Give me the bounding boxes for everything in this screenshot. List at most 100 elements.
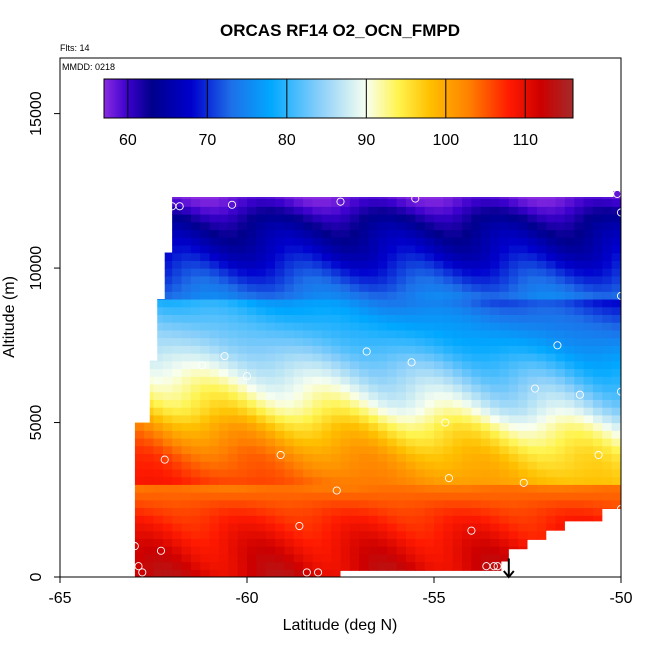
heatmap-cell xyxy=(592,507,603,516)
heatmap-cell xyxy=(200,360,211,370)
heatmap-cell xyxy=(415,229,426,238)
heatmap-cell xyxy=(396,275,407,285)
heatmap-cell xyxy=(303,221,314,231)
heatmap-cell xyxy=(405,561,416,570)
heatmap-cell xyxy=(349,553,360,563)
heatmap-cell xyxy=(256,345,267,354)
heatmap-cell xyxy=(237,453,248,462)
heatmap-cell xyxy=(321,453,332,462)
heatmap-cell xyxy=(218,499,229,509)
heatmap-cell xyxy=(331,221,342,231)
heatmap-cell xyxy=(153,437,164,447)
heatmap-cell xyxy=(134,314,145,323)
heatmap-cell xyxy=(181,268,192,277)
heatmap-cell xyxy=(181,445,192,455)
heatmap-cell xyxy=(293,507,304,516)
heatmap-cell xyxy=(555,553,566,563)
heatmap-cell xyxy=(564,522,575,532)
heatmap-cell xyxy=(153,383,164,393)
heatmap-cell xyxy=(564,345,575,354)
heatmap-cell xyxy=(237,407,248,416)
heatmap-cell xyxy=(387,214,398,223)
heatmap-cell xyxy=(321,553,332,563)
heatmap-cell xyxy=(181,422,192,431)
heatmap-cell xyxy=(209,314,220,323)
heatmap-cell xyxy=(209,538,220,547)
heatmap-cell xyxy=(209,468,220,478)
heatmap-cell xyxy=(368,298,379,308)
heatmap-cell xyxy=(518,499,529,509)
heatmap-cell xyxy=(602,376,613,385)
heatmap-cell xyxy=(462,546,472,555)
heatmap-cell xyxy=(303,268,314,277)
heatmap-cell xyxy=(424,376,435,385)
heatmap-cell xyxy=(312,546,323,555)
heatmap-cell xyxy=(396,430,407,439)
heatmap-cell xyxy=(275,275,285,285)
heatmap-cell xyxy=(190,314,201,323)
heatmap-cell xyxy=(368,376,379,385)
heatmap-cell xyxy=(443,214,454,223)
heatmap-cell xyxy=(387,407,398,416)
heatmap-cell xyxy=(340,499,351,509)
heatmap-cell xyxy=(209,407,220,416)
heatmap-cell xyxy=(331,561,342,570)
heatmap-cell xyxy=(284,453,295,462)
heatmap-cell xyxy=(190,430,201,439)
heatmap-cell xyxy=(592,353,603,362)
heatmap-cell xyxy=(247,221,257,231)
heatmap-cell xyxy=(387,376,398,385)
heatmap-cell xyxy=(359,383,370,393)
heatmap-cell xyxy=(284,237,295,246)
heatmap-cell xyxy=(377,252,388,261)
heatmap-cell xyxy=(490,329,501,339)
heatmap-cell xyxy=(611,492,621,501)
heatmap-cell xyxy=(536,399,547,408)
heatmap-cell xyxy=(471,314,482,323)
heatmap-cell xyxy=(303,546,314,555)
heatmap-cell xyxy=(162,298,173,308)
heatmap-cell xyxy=(377,298,388,308)
heatmap-cell xyxy=(415,414,426,424)
heatmap-cell xyxy=(134,268,145,277)
heatmap-cell xyxy=(508,283,519,292)
y-axis-label: Altitude (m) xyxy=(1,276,18,358)
heatmap-cell xyxy=(602,468,613,478)
heatmap-cell xyxy=(144,414,155,424)
heatmap-cell xyxy=(284,530,295,539)
heatmap-cell xyxy=(331,484,342,493)
heatmap-cell xyxy=(181,329,192,339)
heatmap-cell xyxy=(275,561,285,570)
heatmap-cell xyxy=(144,229,155,238)
heatmap-cell xyxy=(200,298,211,308)
heatmap-cell xyxy=(592,229,603,238)
heatmap-cell xyxy=(527,345,538,354)
heatmap-cell xyxy=(452,461,463,470)
heatmap-cell xyxy=(592,561,603,570)
heatmap-cell xyxy=(228,322,239,331)
heatmap-cell xyxy=(452,515,463,524)
heatmap-cell xyxy=(555,407,566,416)
heatmap-cell xyxy=(377,283,388,292)
heatmap-cell xyxy=(377,337,388,346)
heatmap-cell xyxy=(331,422,342,431)
heatmap-cell xyxy=(592,468,603,478)
heatmap-cell xyxy=(499,507,510,516)
heatmap-cell xyxy=(172,422,183,431)
heatmap-cell xyxy=(405,291,416,300)
heatmap-cell xyxy=(415,453,426,462)
heatmap-cell xyxy=(256,561,267,570)
heatmap-cell xyxy=(583,499,594,509)
heatmap-cell xyxy=(405,353,416,362)
heatmap-cell xyxy=(340,546,351,555)
heatmap-cell xyxy=(564,376,575,385)
heatmap-cell xyxy=(555,268,566,277)
heatmap-cell xyxy=(144,221,155,231)
heatmap-cell xyxy=(321,291,332,300)
heatmap-cell xyxy=(424,337,435,346)
heatmap-cell xyxy=(284,291,295,300)
heatmap-cell xyxy=(574,376,585,385)
heatmap-cell xyxy=(181,476,192,485)
heatmap-cell xyxy=(602,507,613,516)
heatmap-cell xyxy=(359,298,370,308)
